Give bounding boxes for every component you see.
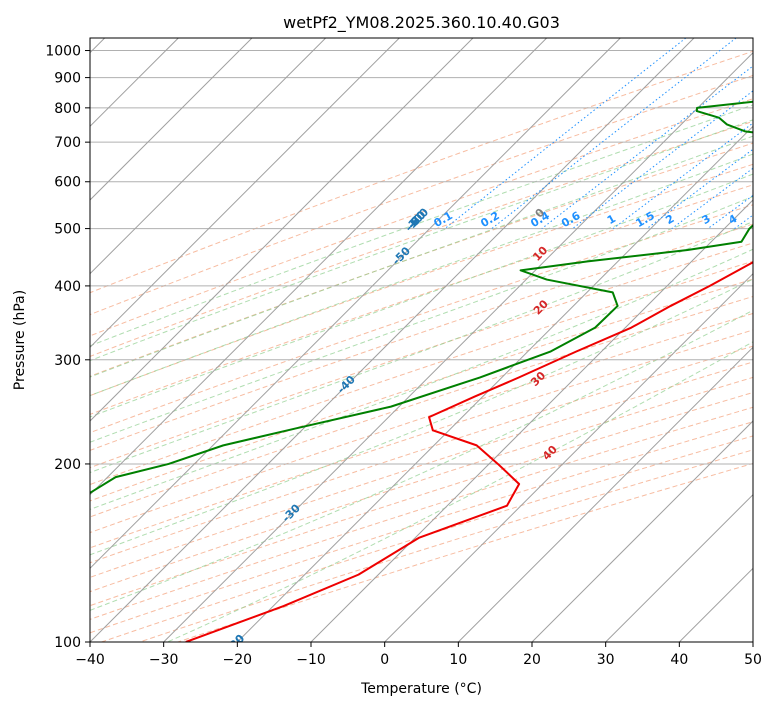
dry-adiabat-line xyxy=(90,223,753,451)
y-tick-label: 300 xyxy=(54,353,81,369)
x-tick-label: 0 xyxy=(380,652,389,668)
dry-adiabat-line xyxy=(90,50,753,294)
moist-adiabats xyxy=(90,104,753,642)
isotherm-line xyxy=(605,493,753,642)
x-tick-label: −40 xyxy=(75,652,105,668)
dry-adiabat-line xyxy=(90,242,753,469)
dry-adiabat-line xyxy=(90,74,753,316)
moist-adiabat-line xyxy=(90,195,753,443)
dry-adiabat-line xyxy=(90,260,753,486)
x-axis: −40 −30 −20 −10 0 10 20 30 40 50 xyxy=(75,642,762,668)
moist-adiabat-label: 10 xyxy=(530,244,550,264)
dry-adiabat-line xyxy=(90,345,753,564)
y-tick-label: 600 xyxy=(54,175,81,191)
dry-adiabat-line xyxy=(90,361,753,578)
y-axis: 100 200 300 400 500 600 700 800 900 1000 xyxy=(45,44,90,651)
x-axis-title: Temperature (°C) xyxy=(360,681,482,697)
y-tick-label: 900 xyxy=(54,71,81,87)
isotherm-line xyxy=(236,125,753,642)
isotherm-line xyxy=(90,38,400,349)
mixing-ratio-line xyxy=(612,122,753,229)
sounding-series xyxy=(90,100,753,642)
dry-adiabat-line xyxy=(90,391,753,607)
y-tick-label: 100 xyxy=(54,635,81,651)
dry-adiabat-line xyxy=(101,435,753,642)
y-tick-label: 800 xyxy=(54,101,81,117)
x-tick-label: 20 xyxy=(523,652,541,668)
dry-adiabat-line xyxy=(90,295,753,518)
y-tick-label: 200 xyxy=(54,457,81,473)
x-tick-label: −30 xyxy=(149,652,179,668)
isotherm-line xyxy=(90,38,253,201)
dry-adiabat-line xyxy=(90,142,753,377)
moist-adiabat-line xyxy=(90,104,753,347)
isobar-gridlines xyxy=(90,50,753,642)
dry-adiabat-line xyxy=(90,163,753,397)
isotherm-line xyxy=(457,346,753,642)
isotherm-line xyxy=(752,641,753,642)
isotherm-label: -10 xyxy=(224,632,247,655)
isotherm-line xyxy=(90,38,695,642)
moist-adiabat-line xyxy=(167,341,753,642)
mixing-ratio-line xyxy=(572,90,753,229)
y-tick-label: 400 xyxy=(54,279,81,295)
isotherm-label: -50 xyxy=(390,244,413,267)
isotherm-line xyxy=(310,199,753,642)
temperature-profile-line xyxy=(185,261,753,642)
dry-adiabat-line xyxy=(90,312,753,534)
y-tick-label: 700 xyxy=(54,135,81,151)
dry-adiabat-line xyxy=(90,278,753,502)
dry-adiabat-line xyxy=(90,120,753,357)
moist-adiabat-line xyxy=(90,173,753,418)
moist-adiabat-line xyxy=(90,248,753,510)
x-tick-label: 50 xyxy=(744,652,762,668)
x-tick-label: 30 xyxy=(597,652,615,668)
isotherm-line xyxy=(90,38,621,570)
moist-adiabat-line xyxy=(90,153,753,397)
dry-adiabat-line xyxy=(90,98,753,337)
isotherm-label: -40 xyxy=(335,373,358,396)
chart-title: wetPf2_YM08.2025.360.10.40.G03 xyxy=(283,13,560,33)
moist-adiabat-label: 20 xyxy=(531,297,551,317)
mixing-ratio-label: 2 xyxy=(663,212,676,227)
moist-adiabat-line xyxy=(90,119,753,362)
isotherm-line xyxy=(384,272,753,642)
y-axis-title: Pressure (hPa) xyxy=(12,290,28,390)
y-tick-label: 500 xyxy=(54,222,81,238)
isotherm-line xyxy=(163,51,753,642)
mixing-ratio-label: 1 xyxy=(605,212,618,227)
x-tick-label: 40 xyxy=(670,652,688,668)
isotherm-line xyxy=(531,420,753,642)
dry-adiabat-line xyxy=(90,184,753,415)
isotherm-line xyxy=(90,38,327,275)
mixing-ratio-lines xyxy=(444,38,753,229)
mixing-ratio-line xyxy=(491,38,737,229)
x-tick-label: 10 xyxy=(449,652,467,668)
mixing-ratio-line xyxy=(541,65,753,229)
x-tick-label: −20 xyxy=(223,652,253,668)
x-tick-label: −10 xyxy=(296,652,326,668)
dry-adiabat-line xyxy=(90,204,753,434)
moist-adiabat-line xyxy=(90,221,753,474)
dewpoint-profile-line xyxy=(90,100,753,495)
dry-adiabat-line xyxy=(90,329,753,549)
plot-frame xyxy=(89,37,754,643)
moist-adiabat-label: 40 xyxy=(540,443,560,463)
isotherm-line xyxy=(90,38,548,496)
isotherm-gridlines xyxy=(90,38,753,642)
moist-adiabat-line xyxy=(90,278,753,556)
mixing-ratio-label: 6 xyxy=(765,212,775,227)
y-tick-label: 1000 xyxy=(45,44,81,60)
dry-adiabat-line xyxy=(90,376,753,593)
moist-adiabat-line xyxy=(90,135,753,378)
dry-adiabats xyxy=(90,50,753,642)
isotherm-label: -20 xyxy=(224,632,247,655)
mixing-ratio-line xyxy=(734,214,753,229)
mixing-ratio-line xyxy=(671,167,753,229)
mixing-ratio-label: 3 xyxy=(700,212,713,227)
isotherm-line xyxy=(90,38,474,422)
